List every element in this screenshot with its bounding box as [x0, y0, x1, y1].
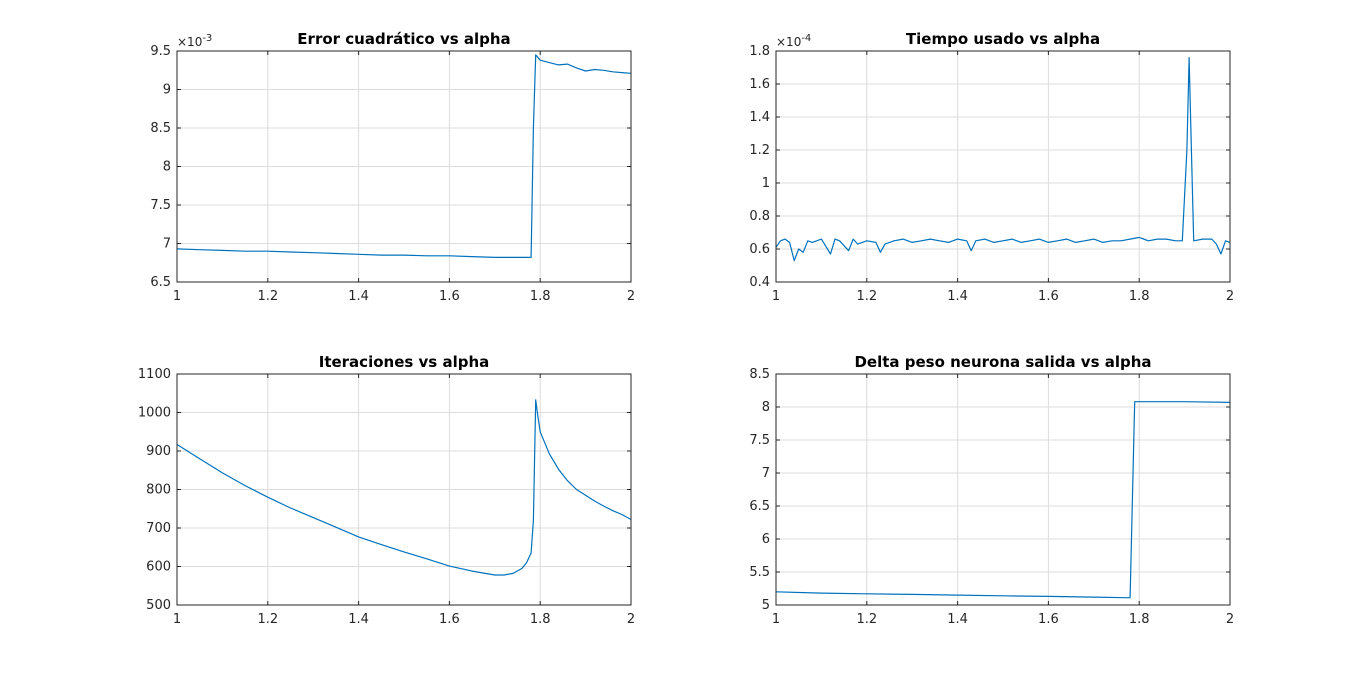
plot-area — [776, 374, 1230, 605]
y-tick-label: 5 — [762, 598, 770, 613]
chart-title: Delta peso neurona salida vs alpha — [854, 353, 1151, 371]
y-tick-label: 6.5 — [150, 275, 171, 290]
y-tick-label: 0.8 — [749, 209, 770, 224]
x-tick-label: 1 — [173, 612, 181, 627]
y-tick-label: 5.5 — [749, 565, 770, 580]
y-tick-label: 1100 — [138, 367, 171, 382]
x-tick-label: 2 — [1226, 612, 1234, 627]
series-line — [775, 401, 1231, 599]
exponent-base: ×10 — [177, 35, 202, 49]
exponent-base: ×10 — [776, 35, 801, 49]
x-tick-label: 1 — [772, 612, 780, 627]
x-tick-label: 2 — [627, 612, 635, 627]
series-line — [176, 54, 632, 258]
y-tick-label: 1000 — [138, 406, 171, 421]
subplot-time: 1 1.2 1.4 1.6 1.8 2 0.4 0.6 0.8 1 1.2 1.4 1.6 1.8 Tiem… — [749, 30, 1234, 304]
x-tick-label: 1.2 — [856, 612, 877, 627]
y-tick-label: 1.2 — [749, 143, 770, 158]
chart-title: Error cuadrático vs alpha — [297, 30, 510, 48]
y-tick-label: 7.5 — [150, 198, 171, 213]
y-tick-label: 7.5 — [749, 433, 770, 448]
y-tick-label: 800 — [146, 483, 171, 498]
x-tick-label: 1.4 — [348, 289, 369, 304]
axes-frame — [176, 50, 632, 283]
x-tick-label: 1.6 — [1038, 289, 1059, 304]
exponent-power: -3 — [202, 33, 212, 44]
x-tick-label: 1.4 — [947, 612, 968, 627]
x-tick-label: 1.2 — [257, 289, 278, 304]
x-tick-label: 1.6 — [439, 612, 460, 627]
x-tick-label: 1.8 — [1129, 289, 1150, 304]
x-tick-label: 2 — [1226, 289, 1234, 304]
x-tick-label: 1.6 — [1038, 612, 1059, 627]
y-tick-label: 7 — [163, 237, 171, 252]
series-line — [176, 399, 632, 576]
y-tick-label: 8 — [762, 400, 770, 415]
exponent-power: -4 — [801, 33, 811, 44]
y-tick-label: 7 — [762, 466, 770, 481]
chart-title: Tiempo usado vs alpha — [906, 30, 1100, 48]
y-tick-label: 6 — [762, 532, 770, 547]
y-tick-label: 1 — [762, 176, 770, 191]
y-tick-label: 1.6 — [749, 77, 770, 92]
plot-area — [776, 51, 1230, 282]
x-tick-label: 1.2 — [257, 612, 278, 627]
x-tick-label: 1.4 — [947, 289, 968, 304]
x-tick-label: 1.6 — [439, 289, 460, 304]
subplot-delta-weight: 1 1.2 1.4 1.6 1.8 2 5 5.5 6 6.5 7 7.5 8 8.5 Delta peso… — [749, 353, 1234, 627]
y-tick-label: 900 — [146, 444, 171, 459]
y-tick-label: 9.5 — [150, 44, 171, 59]
y-tick-label: 0.6 — [749, 242, 770, 257]
series-line — [775, 57, 1231, 262]
y-tick-label: 8 — [163, 160, 171, 175]
x-tick-label: 1.4 — [348, 612, 369, 627]
axes-frame — [775, 50, 1231, 283]
y-tick-label: 600 — [146, 560, 171, 575]
subplot-error: 1 1.2 1.4 1.6 1.8 2 6.5 7 7.5 8 8.5 9 9.5 Error cuadr… — [150, 30, 635, 304]
y-tick-label: 500 — [146, 598, 171, 613]
chart-title: Iteraciones vs alpha — [319, 353, 490, 371]
x-tick-label: 1.2 — [856, 289, 877, 304]
y-tick-label: 9 — [163, 83, 171, 98]
y-tick-label: 8.5 — [749, 367, 770, 382]
x-tick-label: 1.8 — [530, 289, 551, 304]
axes-frame — [176, 373, 632, 606]
subplot-iterations: 1 1.2 1.4 1.6 1.8 2 500 600 700 800 900 1000 1100 Ite… — [138, 353, 635, 627]
y-tick-label: 0.4 — [749, 275, 770, 290]
axes-frame — [775, 373, 1231, 606]
axis-exponent: ×10-3 — [177, 33, 212, 49]
y-tick-label: 1.8 — [749, 44, 770, 59]
x-tick-label: 1 — [772, 289, 780, 304]
x-tick-label: 1.8 — [1129, 612, 1150, 627]
axis-exponent: ×10-4 — [776, 33, 811, 49]
x-tick-label: 2 — [627, 289, 635, 304]
x-tick-label: 1.8 — [530, 612, 551, 627]
y-tick-label: 700 — [146, 521, 171, 536]
y-tick-label: 8.5 — [150, 121, 171, 136]
x-tick-label: 1 — [173, 289, 181, 304]
y-tick-label: 6.5 — [749, 499, 770, 514]
y-tick-label: 1.4 — [749, 110, 770, 125]
